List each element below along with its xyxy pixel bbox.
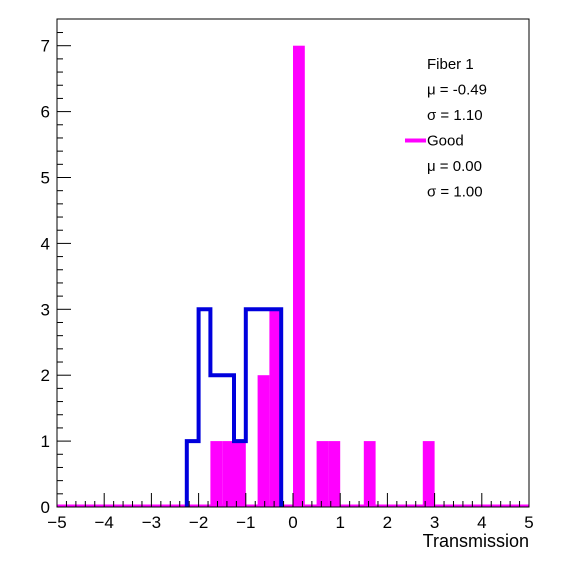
x-axis-title: Transmission	[423, 531, 529, 551]
y-tick-label: 7	[41, 37, 50, 56]
legend-fiber-1-stat: σ = 1.10	[427, 107, 483, 124]
x-tick-label: −3	[142, 513, 161, 532]
good-bar	[257, 375, 270, 507]
x-tick-label: −4	[95, 513, 114, 532]
axes: −5 −4 −3 −2 −1 0 1 2 3 4 5 0 1 2 3 4 5 6 7	[41, 18, 534, 532]
good-bar	[293, 45, 305, 507]
y-tick-label: 6	[41, 103, 50, 122]
legend-good-stat: μ = 0.00	[427, 158, 482, 175]
good-bar	[210, 441, 223, 507]
legend-good-label: Good	[427, 133, 464, 150]
good-bar	[363, 441, 376, 507]
legend-good-stat: σ = 1.00	[427, 184, 483, 201]
x-tick-label: 5	[524, 513, 533, 532]
good-bar	[234, 441, 246, 507]
x-tick-label: 4	[477, 513, 486, 532]
y-tick-label: 1	[41, 432, 50, 451]
x-tick-label: 3	[430, 513, 439, 532]
x-tick-label: −1	[236, 513, 255, 532]
x-tick-label: 2	[383, 513, 392, 532]
y-tick-label: 3	[41, 300, 50, 319]
x-tick-label: 0	[288, 513, 297, 532]
legend-fiber-1-stat: μ = -0.49	[427, 82, 487, 99]
y-tick-label: 2	[41, 366, 50, 385]
good-bar	[422, 441, 435, 507]
legend: Fiber 1 μ = -0.49 σ = 1.10 Good μ = 0.00 σ = …	[405, 56, 487, 201]
y-tick-label: 5	[41, 169, 50, 188]
x-tick-label: −2	[189, 513, 208, 532]
x-tick-label: −5	[47, 513, 66, 532]
x-tick-label: 1	[335, 513, 344, 532]
fiber-1-series	[184, 307, 284, 507]
good-bar	[269, 309, 282, 507]
good-series	[57, 45, 529, 508]
y-tick-label: 0	[41, 498, 50, 517]
fiber-1-outline	[184, 307, 284, 507]
good-bar	[316, 441, 329, 507]
legend-fiber-1-label: Fiber 1	[427, 56, 474, 73]
good-bar	[222, 441, 234, 507]
good-bar	[328, 441, 341, 507]
y-tick-label: 4	[41, 234, 50, 253]
